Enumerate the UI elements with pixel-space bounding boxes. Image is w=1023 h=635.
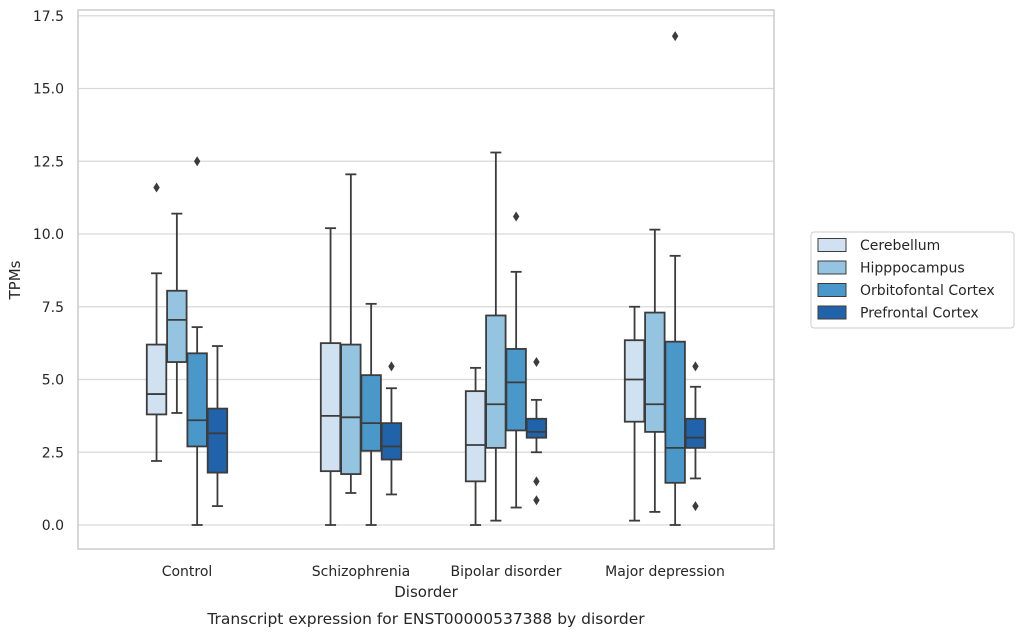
x-tick-label: Schizophrenia [312, 564, 410, 580]
box-1-3 [380, 361, 403, 496]
legend-frame [810, 231, 1015, 329]
iqr-box [664, 340, 686, 484]
outlier-point [153, 182, 160, 193]
legend-swatch [817, 260, 847, 275]
iqr-box [623, 339, 646, 423]
legend-label: Prefrontal Cortex [860, 306, 979, 322]
outlier-point [533, 495, 540, 506]
box-0-1 [166, 212, 188, 414]
legend-label: Cerebellum [860, 238, 940, 254]
y-tick-label: 15.0 [33, 82, 64, 98]
iqr-box [380, 422, 403, 461]
box-layer [145, 31, 707, 526]
box-1-1 [340, 173, 362, 494]
iqr-box [525, 417, 548, 439]
legend: Cerebellum Hipppocampus Orbitofontal Corte… [810, 231, 1015, 329]
legend-label: Orbitofontal Cortex [860, 283, 995, 299]
y-tick-labels: 0.0 2.5 5.0 7.5 10.0 12.5 15.0 17.5 [33, 9, 64, 534]
iqr-box [206, 407, 229, 474]
outlier-point [671, 31, 679, 42]
y-tick-label: 0.0 [42, 518, 64, 534]
legend-swatch [817, 283, 847, 297]
box-2-0 [464, 366, 487, 526]
x-tick-label: Control [162, 564, 213, 580]
y-tick-label: 7.5 [42, 300, 64, 316]
iqr-box [644, 311, 666, 433]
iqr-box [340, 343, 362, 475]
x-axis-label: Disorder [394, 583, 458, 601]
x-tick-label: Major depression [605, 564, 725, 580]
y-tick-label: 17.5 [33, 9, 64, 25]
iqr-box [319, 342, 342, 473]
box-0-0 [145, 182, 168, 462]
outlier-point [388, 361, 395, 372]
y-tick-label: 12.5 [33, 154, 64, 170]
y-tick-label: 10.0 [33, 227, 64, 243]
outlier-point [512, 211, 520, 222]
box-1-2 [360, 302, 382, 526]
box-2-2 [505, 211, 527, 509]
box-1-0 [319, 227, 342, 526]
x-tick-labels: Control Schizophrenia Bipolar disorder Majo… [162, 564, 725, 580]
legend-label: Hipppocampus [860, 261, 965, 277]
legend-swatch [817, 305, 847, 320]
iqr-box [505, 348, 527, 432]
y-axis-label: TPMs [6, 260, 24, 300]
outlier-point [533, 357, 540, 368]
y-tick-label: 5.0 [42, 373, 64, 389]
chart-caption: Transcript expression for ENST0000053738… [206, 610, 645, 628]
iqr-box [684, 417, 707, 449]
box-2-1 [485, 151, 507, 522]
outlier-point [692, 501, 699, 512]
iqr-box [360, 374, 382, 452]
box-3-3 [684, 361, 707, 512]
y-tick-label: 2.5 [42, 445, 64, 461]
box-0-3 [206, 345, 229, 507]
iqr-box [485, 314, 507, 449]
box-3-0 [623, 305, 646, 522]
outlier-point [193, 156, 201, 167]
box-0-2 [186, 156, 208, 526]
box-3-1 [644, 228, 666, 513]
legend-swatch [817, 238, 847, 252]
iqr-box [464, 390, 487, 483]
plot-frame [77, 9, 775, 550]
x-tick-label: Bipolar disorder [450, 564, 561, 580]
outlier-point [692, 361, 699, 372]
iqr-box [186, 352, 208, 448]
iqr-box [166, 289, 188, 363]
outlier-point [533, 476, 540, 487]
iqr-box [145, 343, 168, 416]
box-2-3 [525, 357, 548, 506]
box-3-2 [664, 31, 686, 526]
